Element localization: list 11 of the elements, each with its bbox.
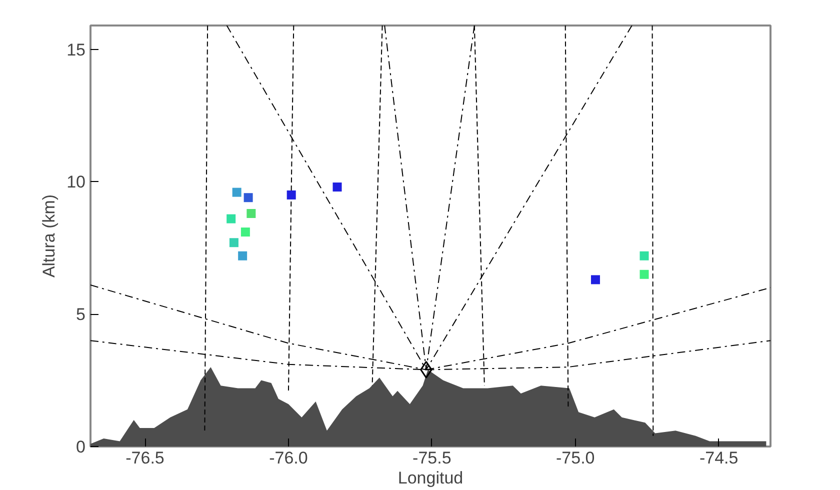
x-tick-label: -74.5 bbox=[699, 448, 738, 468]
x-tick-label: -76.0 bbox=[269, 448, 308, 468]
y-tick-label: 10 bbox=[66, 172, 86, 192]
x-axis-title: Longitud bbox=[398, 468, 464, 488]
y-axis-title: Altura (km) bbox=[40, 194, 59, 278]
x-tick-label: -76.5 bbox=[126, 448, 164, 468]
x-tick-label: -75.5 bbox=[412, 448, 452, 468]
x-tick-label: -75.0 bbox=[556, 448, 595, 468]
y-tick-label: 5 bbox=[76, 305, 86, 324]
y-tick-label: 0 bbox=[76, 438, 86, 456]
y-tick-label: 15 bbox=[66, 40, 86, 60]
